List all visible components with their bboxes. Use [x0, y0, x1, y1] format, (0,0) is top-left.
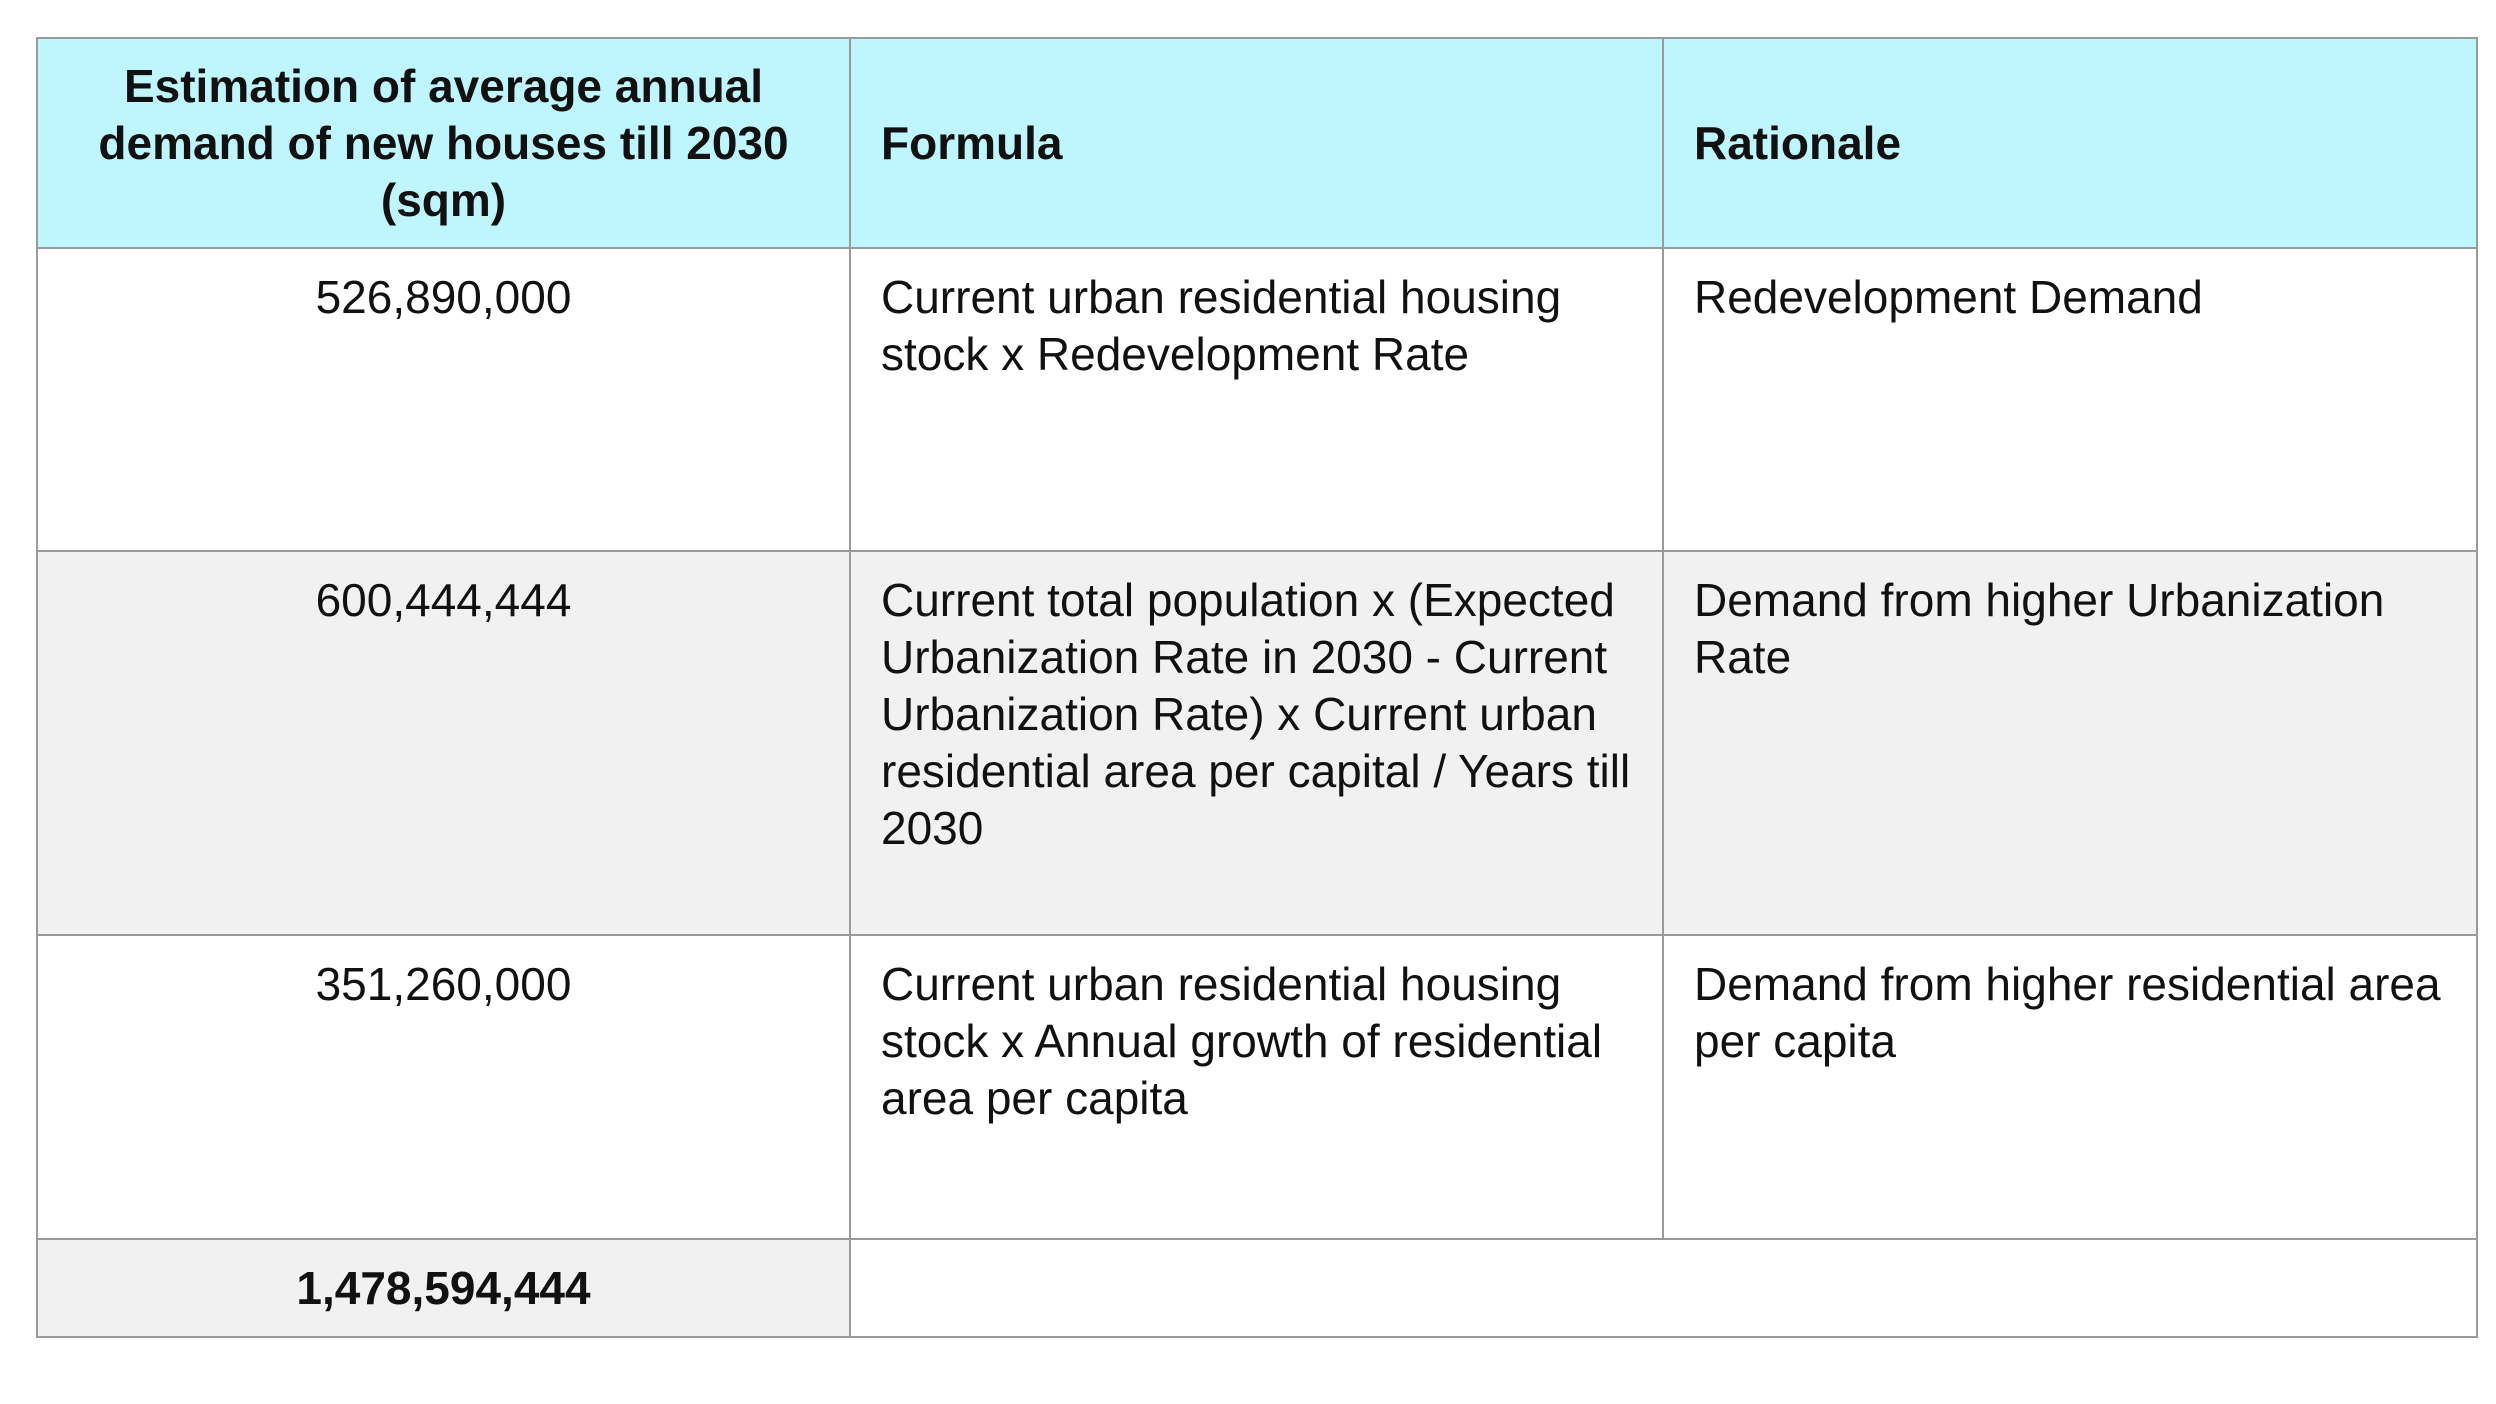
cell-amount: 526,890,000: [36, 247, 851, 552]
header-formula: Formula: [849, 37, 1664, 249]
cell-formula: Current urban residential housing stock …: [849, 934, 1664, 1240]
cell-amount: 351,260,000: [36, 934, 851, 1240]
header-rationale: Rationale: [1662, 37, 2478, 249]
table-header: Estimation of average annual demand of n…: [36, 37, 2478, 249]
housing-demand-table: Estimation of average annual demand of n…: [36, 37, 2478, 1338]
cell-amount: 600,444,444: [36, 550, 851, 936]
cell-formula: Current total population x (Expected Urb…: [849, 550, 1664, 936]
table-row: 526,890,000 Current urban residential ho…: [36, 247, 2478, 552]
table-row: 351,260,000 Current urban residential ho…: [36, 934, 2478, 1240]
cell-rationale: Demand from higher residential area per …: [1662, 934, 2478, 1240]
cell-rationale: Redevelopment Demand: [1662, 247, 2478, 552]
cell-rationale: Demand from higher Urbanization Rate: [1662, 550, 2478, 936]
total-empty-cell: [849, 1238, 2478, 1338]
table-row: 600,444,444 Current total population x (…: [36, 550, 2478, 936]
cell-formula: Current urban residential housing stock …: [849, 247, 1664, 552]
total-amount: 1,478,594,444: [36, 1238, 851, 1338]
header-estimation: Estimation of average annual demand of n…: [36, 37, 851, 249]
housing-demand-table-container: Estimation of average annual demand of n…: [36, 37, 2478, 1338]
table-body: 526,890,000 Current urban residential ho…: [36, 247, 2478, 1338]
header-row: Estimation of average annual demand of n…: [36, 37, 2478, 249]
total-row: 1,478,594,444: [36, 1238, 2478, 1338]
